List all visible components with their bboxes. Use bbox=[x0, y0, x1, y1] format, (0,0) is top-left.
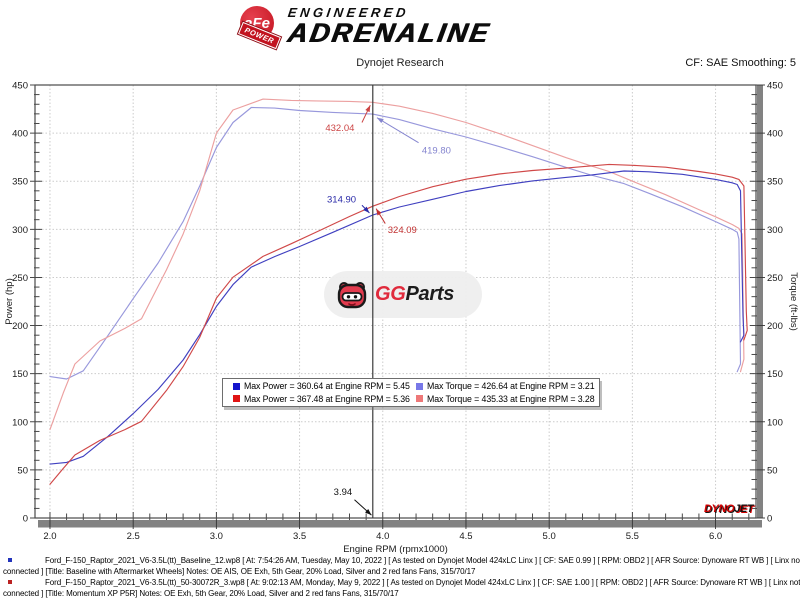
xtick-label: 4.5 bbox=[459, 531, 472, 542]
smoothing-note: CF: SAE Smoothing: 5 bbox=[685, 57, 796, 69]
run-line: connected ] [Title: Momentum XP P5R] Not… bbox=[3, 589, 399, 598]
run-bullet-intake bbox=[8, 580, 12, 584]
curve-baseline-power bbox=[49, 170, 745, 465]
run-info-footer: Ford_F-150_Raptor_2021_V6-3.5L(tt)_Basel… bbox=[0, 555, 800, 599]
run-line: Ford_F-150_Raptor_2021_V6-3.5L(tt)_Basel… bbox=[45, 556, 800, 565]
ytick-label-left: 450 bbox=[12, 81, 28, 92]
legend-label: Max Power = 360.64 at Engine RPM = 5.45 bbox=[244, 381, 410, 392]
xtick-label: 5.5 bbox=[626, 531, 639, 542]
dynojet-logo: DYNOJET bbox=[704, 503, 754, 515]
left-axis-title: Power (hp) bbox=[4, 278, 15, 324]
ytick-label-right: 0 bbox=[767, 514, 772, 525]
run-entry-intake: Ford_F-150_Raptor_2021_V6-3.5L(tt)_50-30… bbox=[0, 577, 800, 599]
legend-item-baseline-max-torque: Max Torque = 426.64 at Engine RPM = 3.21 bbox=[416, 381, 599, 391]
legend-item-intake-max-power: Max Power = 367.48 at Engine RPM = 5.36 bbox=[233, 394, 416, 404]
xtick-label: 6.0 bbox=[709, 531, 722, 542]
intake-power-swatch bbox=[233, 395, 240, 403]
max-values-legend: Max Power = 360.64 at Engine RPM = 5.45 … bbox=[222, 378, 600, 407]
dyno-chart: 0 0 50 50 100 100 150 150 200 200 250 250 300 300 350 3… bbox=[4, 81, 799, 556]
curve-intake-torque bbox=[49, 98, 745, 431]
ytick-label-right: 250 bbox=[767, 273, 783, 284]
afe-power-badge: aFe POWER bbox=[238, 5, 281, 50]
legend-item-intake-max-torque: Max Torque = 435.33 at Engine RPM = 3.28 bbox=[416, 394, 599, 404]
run-line: connected ] [Title: Baseline with Afterm… bbox=[3, 567, 476, 576]
ytick-label-left: 400 bbox=[12, 129, 28, 140]
baseline-power-swatch bbox=[233, 382, 240, 390]
curve-baseline-torque bbox=[49, 106, 742, 380]
ytick-label-right: 400 bbox=[767, 129, 783, 140]
ytick-label-left: 150 bbox=[12, 369, 28, 380]
axis-titles: Power (hp) Torque (ft-lbs) Engine RPM (rpm… bbox=[4, 272, 799, 555]
baseline-torque-swatch bbox=[416, 382, 423, 390]
ggparts-wordmark: GGParts bbox=[375, 283, 455, 305]
brand-adrenaline: ADRENALINE bbox=[285, 18, 493, 48]
ytick-label-right: 50 bbox=[767, 465, 778, 476]
ytick-label-right: 350 bbox=[767, 177, 783, 188]
run-line: Ford_F-150_Raptor_2021_V6-3.5L(tt)_50-30… bbox=[45, 578, 800, 587]
ytick-label-left: 200 bbox=[12, 321, 28, 332]
ggparts-watermark: GGParts bbox=[324, 271, 482, 318]
plot-border bbox=[34, 84, 757, 519]
intake-torque-swatch bbox=[416, 395, 423, 403]
xtick-label: 3.0 bbox=[210, 531, 223, 542]
xtick-label: 4.0 bbox=[376, 531, 389, 542]
right-axis-band bbox=[757, 85, 763, 518]
ytick-label-left: 350 bbox=[12, 177, 28, 188]
brand-words: ENGINEERED ADRENALINE bbox=[285, 5, 493, 48]
run-bullet-baseline bbox=[8, 558, 12, 562]
ytick-label-left: 300 bbox=[12, 225, 28, 236]
xtick-label: 5.0 bbox=[543, 531, 556, 542]
ytick-label-left: 50 bbox=[17, 465, 28, 476]
xtick-label: 2.0 bbox=[43, 531, 56, 542]
ytick-label-right: 150 bbox=[767, 369, 783, 380]
ytick-label-left: 250 bbox=[12, 273, 28, 284]
ytick-label-right: 300 bbox=[767, 225, 783, 236]
ytick-label-left: 0 bbox=[23, 514, 28, 525]
bottom-axis-band bbox=[38, 520, 762, 528]
xtick-label: 3.5 bbox=[293, 531, 306, 542]
right-axis-title: Torque (ft-lbs) bbox=[788, 272, 799, 331]
ytick-label-right: 450 bbox=[767, 81, 783, 92]
legend-label: Max Torque = 426.64 at Engine RPM = 3.21 bbox=[427, 381, 595, 392]
ggparts-mascot-icon bbox=[337, 281, 367, 308]
curve-intake-power bbox=[49, 163, 748, 485]
run-entry-baseline: Ford_F-150_Raptor_2021_V6-3.5L(tt)_Basel… bbox=[0, 555, 800, 577]
ytick-label-right: 100 bbox=[767, 417, 783, 428]
afe-logo: aFe POWER ENGINEERED ADRENALINE bbox=[238, 5, 493, 50]
legend-label: Max Torque = 435.33 at Engine RPM = 3.28 bbox=[427, 393, 595, 404]
ytick-label-right: 200 bbox=[767, 321, 783, 332]
grid bbox=[35, 85, 756, 518]
legend-label: Max Power = 367.48 at Engine RPM = 5.36 bbox=[244, 393, 410, 404]
report-title: Dynojet Research bbox=[356, 57, 444, 69]
xtick-label: 2.5 bbox=[127, 531, 140, 542]
tick-labels: 0 0 50 50 100 100 150 150 200 200 250 250 300 300 350 3… bbox=[12, 81, 783, 543]
ytick-label-left: 100 bbox=[12, 417, 28, 428]
x-axis-title: Engine RPM (rpmx1000) bbox=[343, 544, 448, 555]
legend-item-baseline-max-power: Max Power = 360.64 at Engine RPM = 5.45 bbox=[233, 381, 416, 391]
